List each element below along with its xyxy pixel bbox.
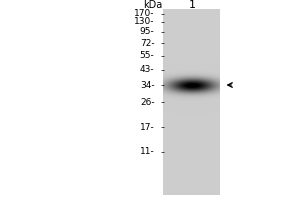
Text: kDa: kDa xyxy=(143,0,162,10)
Text: 72-: 72- xyxy=(140,38,154,47)
Text: 11-: 11- xyxy=(140,148,154,156)
Text: 130-: 130- xyxy=(134,17,154,26)
Text: 26-: 26- xyxy=(140,98,154,107)
Text: 34-: 34- xyxy=(140,80,154,90)
Text: 17-: 17- xyxy=(140,122,154,132)
Text: 95-: 95- xyxy=(140,27,154,36)
Text: 1: 1 xyxy=(188,0,196,10)
Text: 43-: 43- xyxy=(140,65,154,74)
Text: 170-: 170- xyxy=(134,9,154,18)
Text: 55-: 55- xyxy=(140,51,154,60)
